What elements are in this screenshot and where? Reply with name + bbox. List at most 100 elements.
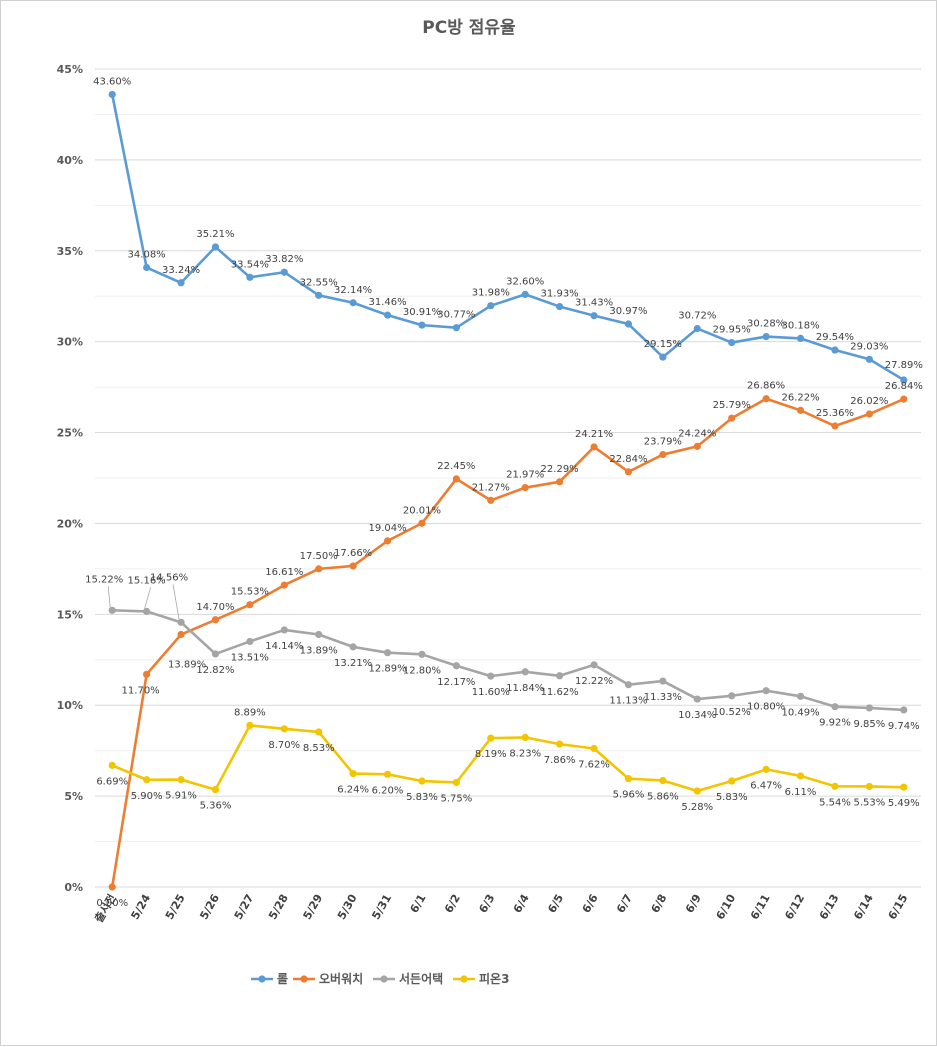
- data-point: [831, 422, 839, 430]
- data-label: 31.43%: [575, 298, 613, 309]
- data-point: [280, 626, 288, 634]
- data-label: 26.84%: [885, 381, 923, 392]
- data-label: 8.19%: [475, 749, 507, 760]
- data-label: 21.97%: [506, 470, 544, 481]
- x-tick-label: 6/15: [886, 892, 911, 922]
- data-label: 5.36%: [200, 801, 232, 812]
- x-tick-label: 5/24: [128, 892, 153, 922]
- data-point: [108, 883, 116, 891]
- legend-swatch-marker: [380, 975, 388, 983]
- data-point: [143, 607, 151, 616]
- data-label: 9.85%: [853, 719, 885, 730]
- data-point: [280, 725, 288, 733]
- x-tick-label: 6/8: [649, 892, 670, 915]
- data-point: [452, 324, 460, 332]
- data-label: 9.74%: [888, 721, 920, 732]
- y-tick-label: 25%: [57, 427, 83, 440]
- x-tick-label: 6/7: [614, 892, 635, 915]
- data-point: [280, 268, 288, 276]
- data-label: 30.97%: [609, 306, 647, 317]
- label-leader-lines: [107, 584, 180, 620]
- data-point: [487, 672, 495, 680]
- legend-label: 오버워치: [319, 971, 363, 986]
- data-label: 32.60%: [506, 276, 544, 287]
- x-tick-label: 6/13: [817, 892, 842, 922]
- data-point: [693, 695, 701, 703]
- data-label: 5.90%: [131, 791, 163, 802]
- gridlines: [95, 68, 921, 888]
- legend-swatch-marker: [300, 975, 308, 983]
- data-point: [796, 772, 805, 780]
- data-point: [521, 484, 529, 492]
- legend-label: 롤: [277, 972, 288, 986]
- data-point: [349, 562, 357, 570]
- data-label: 32.14%: [334, 285, 372, 296]
- data-point: [418, 321, 426, 329]
- data-label: 12.82%: [196, 665, 234, 676]
- data-label: 22.29%: [541, 464, 579, 475]
- data-point: [693, 787, 701, 795]
- data-point: [246, 273, 254, 281]
- data-point: [590, 443, 598, 451]
- legend-swatch-marker: [460, 975, 468, 983]
- data-point: [452, 475, 460, 483]
- x-tick-label: 6/11: [748, 892, 773, 922]
- series-line: [112, 609, 904, 712]
- data-label: 23.79%: [644, 437, 682, 448]
- data-point: [659, 776, 667, 785]
- data-label: 12.17%: [437, 677, 475, 688]
- data-label: 10.52%: [713, 707, 751, 718]
- x-tick-label: 5/28: [266, 892, 291, 922]
- data-point: [900, 706, 908, 714]
- data-point: [487, 302, 495, 310]
- series-2: [108, 395, 908, 891]
- data-label: 26.22%: [781, 392, 819, 403]
- data-point: [418, 650, 426, 658]
- data-label: 34.08%: [128, 250, 166, 261]
- data-label: 19.04%: [368, 523, 406, 534]
- data-point: [383, 311, 392, 319]
- y-tick-label: 45%: [57, 63, 83, 76]
- data-label: 12.89%: [368, 664, 406, 675]
- x-axis-ticks: 출시전 5/24 5/25 5/26 5/27 5/28 5/29 5/30 5/31 6/1 6/…: [91, 892, 910, 925]
- data-label: 33.54%: [231, 259, 269, 270]
- x-tick-label: 6/6: [580, 892, 601, 916]
- legend-item: 서든어택: [373, 971, 443, 986]
- data-point: [762, 687, 770, 695]
- data-point: [383, 649, 392, 657]
- data-label: 11.84%: [506, 683, 544, 694]
- series-1: [108, 90, 908, 384]
- data-label: 6.11%: [785, 787, 817, 798]
- data-label: 35.21%: [196, 229, 234, 240]
- data-label: 6.47%: [750, 780, 782, 791]
- data-point: [143, 776, 151, 784]
- data-label: 11.33%: [644, 692, 682, 703]
- data-label: 27.89%: [885, 360, 923, 371]
- x-tick-label: 5/31: [369, 892, 394, 922]
- data-point: [108, 761, 116, 769]
- data-point: [624, 775, 633, 783]
- data-label: 31.93%: [541, 289, 579, 300]
- data-label: 0.00%: [96, 898, 128, 909]
- data-point: [108, 606, 116, 614]
- data-label: 9.92%: [819, 718, 851, 729]
- data-label: 10.80%: [747, 702, 785, 713]
- data-point: [900, 376, 908, 384]
- data-point: [521, 290, 529, 299]
- data-point: [865, 355, 873, 363]
- data-label: 29.03%: [850, 341, 888, 352]
- data-label: 30.77%: [437, 310, 475, 321]
- series-4: [108, 721, 908, 795]
- data-label: 15.53%: [231, 587, 269, 598]
- data-point: [831, 703, 839, 711]
- x-tick-label: 6/3: [476, 892, 497, 915]
- data-point: [762, 332, 770, 341]
- data-point: [349, 769, 357, 778]
- data-point: [590, 744, 598, 753]
- data-point: [624, 681, 633, 689]
- data-label: 7.62%: [578, 759, 610, 770]
- data-label: 32.55%: [300, 277, 338, 288]
- x-tick-label: 6/14: [851, 892, 876, 922]
